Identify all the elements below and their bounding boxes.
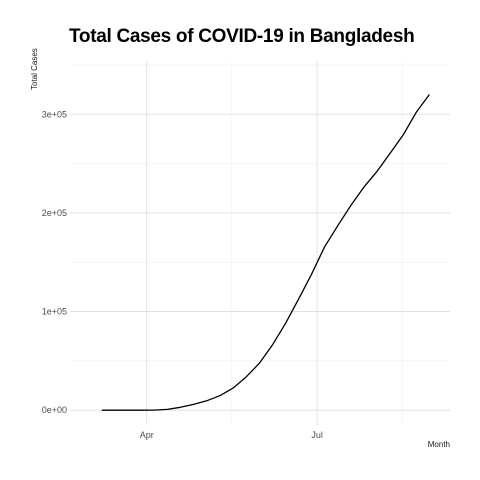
x-tick-label: Jul — [311, 430, 323, 440]
chart-title: Total Cases of COVID-19 in Bangladesh — [69, 26, 415, 47]
x-axis-label: Month — [427, 440, 450, 449]
y-tick-label: 3e+05 — [42, 109, 67, 119]
x-tick-label: Apr — [140, 430, 154, 440]
y-tick-label: 1e+05 — [42, 307, 67, 317]
y-tick-label: 2e+05 — [42, 208, 67, 218]
series-line — [101, 94, 430, 411]
y-tick-label: 0e+00 — [42, 405, 67, 415]
